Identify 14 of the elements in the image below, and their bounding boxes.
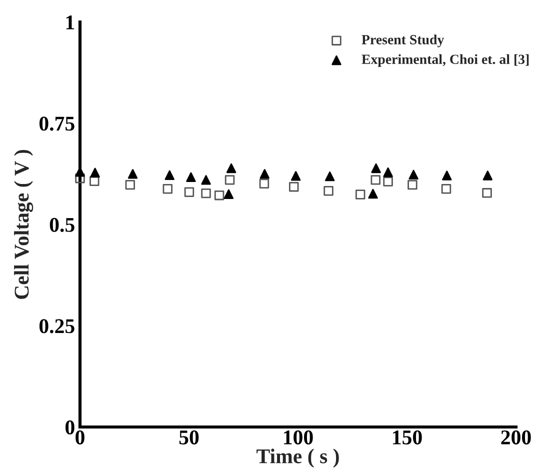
y-tick-label: 0.75 <box>39 116 74 131</box>
x-tick-label: 0 <box>76 430 84 444</box>
x-tick-label: 100 <box>284 430 313 444</box>
y-tick-label: 0 <box>66 420 74 434</box>
legend-label: Present Study <box>362 34 444 48</box>
y-tick-label: 0.5 <box>50 218 74 232</box>
y-tick-label: 1 <box>66 15 74 30</box>
y-axis-title: Cell Voltage ( V ) <box>14 150 34 299</box>
x-tick-label: 50 <box>179 430 199 444</box>
x-axis-title: Time ( s ) <box>256 448 339 468</box>
x-tick-label: 200 <box>501 430 531 444</box>
y-tick-label: 0.25 <box>39 319 74 334</box>
legend-label: Experimental, Choi et. al [3] <box>362 54 529 67</box>
x-tick-label: 150 <box>393 430 422 444</box>
